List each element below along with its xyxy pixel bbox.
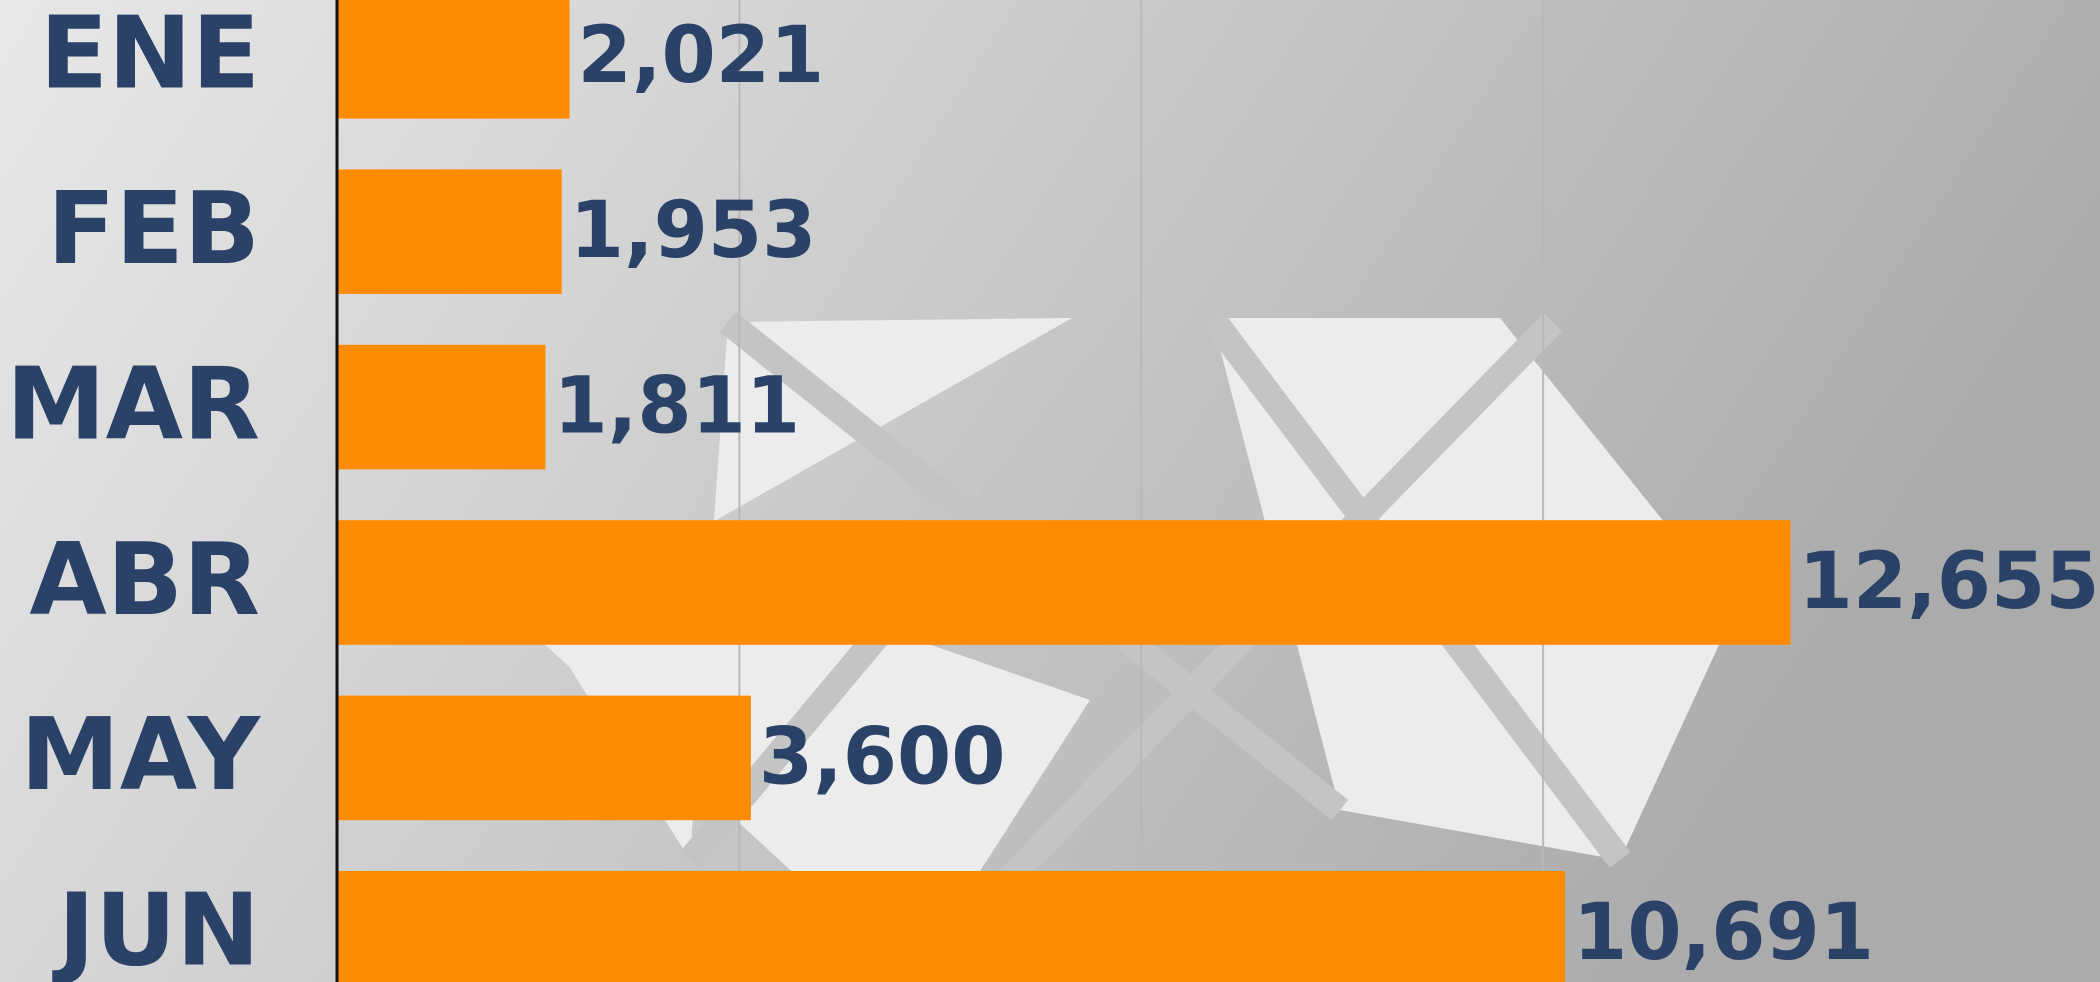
category-label: MAR <box>6 345 260 462</box>
bars: ENE 2,021 FEB 1,953 MAR 1,811 ABR 12,655 MAY 3,60… <box>6 0 2100 982</box>
bar <box>337 520 1791 645</box>
bar <box>337 0 570 119</box>
bar <box>337 169 562 294</box>
category-label: ABR <box>29 521 260 638</box>
value-label: 2,021 <box>578 11 825 101</box>
value-label: 12,655 <box>1799 537 2100 627</box>
bar <box>337 871 1566 982</box>
value-label: 1,811 <box>553 362 800 452</box>
category-label: ENE <box>40 0 260 112</box>
category-label: JUN <box>52 872 260 982</box>
value-label: 3,600 <box>759 712 1006 802</box>
bar <box>337 695 751 821</box>
value-label: 1,953 <box>570 186 817 276</box>
category-label: MAY <box>20 696 261 813</box>
bar <box>337 344 546 470</box>
value-label: 10,691 <box>1573 888 1874 978</box>
category-label: FEB <box>47 170 260 287</box>
